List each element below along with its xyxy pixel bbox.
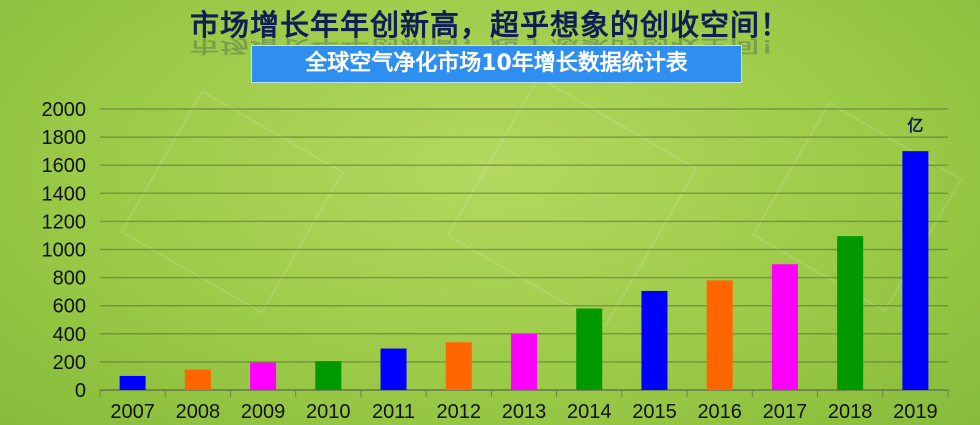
bar-2010 (315, 361, 342, 390)
x-tick-label: 2010 (306, 401, 351, 423)
bar-2011 (380, 348, 407, 390)
bar-2016 (706, 280, 733, 390)
x-tick-label: 2012 (437, 401, 482, 423)
x-tick-label: 2017 (763, 401, 808, 423)
bar-2014 (576, 308, 603, 390)
x-tick-label: 2018 (828, 401, 873, 423)
x-tick-label: 2009 (241, 401, 286, 423)
x-tick-label: 2008 (176, 401, 221, 423)
bar-2015 (641, 290, 668, 390)
y-tick-label: 800 (53, 268, 86, 290)
bar-2012 (445, 342, 472, 390)
bar-2009 (250, 362, 277, 390)
bar-2018 (837, 236, 864, 390)
y-tick-label: 200 (53, 352, 86, 374)
bar-2019 (902, 151, 929, 390)
y-tick-label: 1000 (42, 240, 87, 262)
y-tick-label: 1400 (42, 183, 87, 205)
y-tick-label: 600 (53, 296, 86, 318)
x-tick-label: 2014 (567, 401, 612, 423)
bar-2007 (119, 375, 146, 390)
y-tick-label: 1600 (42, 155, 87, 177)
unit-label: 亿 (907, 116, 923, 135)
y-tick-label: 400 (53, 324, 86, 346)
bar-2017 (771, 264, 798, 390)
y-tick-label: 0 (75, 380, 86, 402)
x-tick-label: 2016 (697, 401, 742, 423)
x-tick-label: 2007 (110, 401, 155, 423)
y-tick-label: 2000 (42, 99, 87, 121)
x-tick-label: 2015 (632, 401, 677, 423)
x-tick-label: 2011 (372, 401, 415, 423)
x-tick-label: 2019 (893, 401, 938, 423)
chart-subtitle: 全球空气净化市场10年增长数据统计表 (251, 45, 742, 83)
bar-2013 (511, 333, 537, 390)
x-tick-label: 2013 (502, 401, 547, 423)
y-tick-label: 1200 (42, 211, 87, 233)
bar-2008 (184, 369, 211, 390)
y-tick-label: 1800 (42, 127, 87, 149)
headline: 市场增长年年创新高，超乎想象的创收空间！ (189, 8, 790, 42)
